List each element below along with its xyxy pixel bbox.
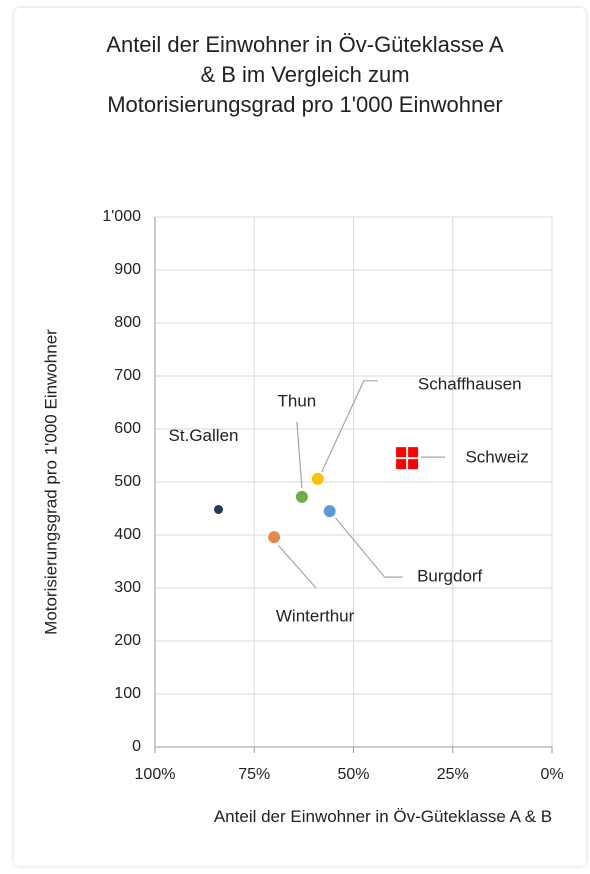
marker <box>310 471 325 486</box>
x-tick-label: 75% <box>238 766 270 783</box>
x-tick-label: 25% <box>437 766 469 783</box>
marker <box>213 504 225 516</box>
x-tick-label: 50% <box>337 766 369 783</box>
y-tick-label: 500 <box>114 473 141 490</box>
leader-line <box>321 380 378 473</box>
x-tick-label: 100% <box>135 766 176 783</box>
y-tick-label: 600 <box>114 420 141 437</box>
point-label: Schweiz <box>465 448 528 467</box>
point-label: Burgdorf <box>417 567 482 586</box>
point-label: Winterthur <box>276 607 355 626</box>
leader-line <box>277 544 317 589</box>
y-tick-label: 200 <box>114 632 141 649</box>
marker <box>322 504 337 519</box>
y-tick-label: 300 <box>114 579 141 596</box>
y-tick-label: 700 <box>114 367 141 384</box>
x-tick-label: 0% <box>540 766 563 783</box>
marker <box>267 530 282 545</box>
point-label: Schaffhausen <box>418 374 522 393</box>
point-label: Thun <box>278 391 317 410</box>
y-tick-label: 800 <box>114 314 141 331</box>
y-tick-label: 100 <box>114 685 141 702</box>
leader-line <box>335 517 403 578</box>
point-label: St.Gallen <box>169 426 239 445</box>
chart-card <box>14 8 586 866</box>
marker <box>294 489 309 504</box>
x-axis-label: Anteil der Einwohner in Öv-Güteklasse A … <box>213 807 553 826</box>
y-tick-label: 0 <box>132 738 141 755</box>
y-tick-label: 1'000 <box>102 208 141 225</box>
y-axis-label: Motorisierungsgrad pro 1'000 Einwohner <box>41 329 60 635</box>
leader-line <box>296 421 303 488</box>
y-tick-label: 900 <box>114 261 141 278</box>
y-tick-label: 400 <box>114 526 141 543</box>
chart-title: Anteil der Einwohner in Öv-Güteklasse A … <box>106 32 504 117</box>
